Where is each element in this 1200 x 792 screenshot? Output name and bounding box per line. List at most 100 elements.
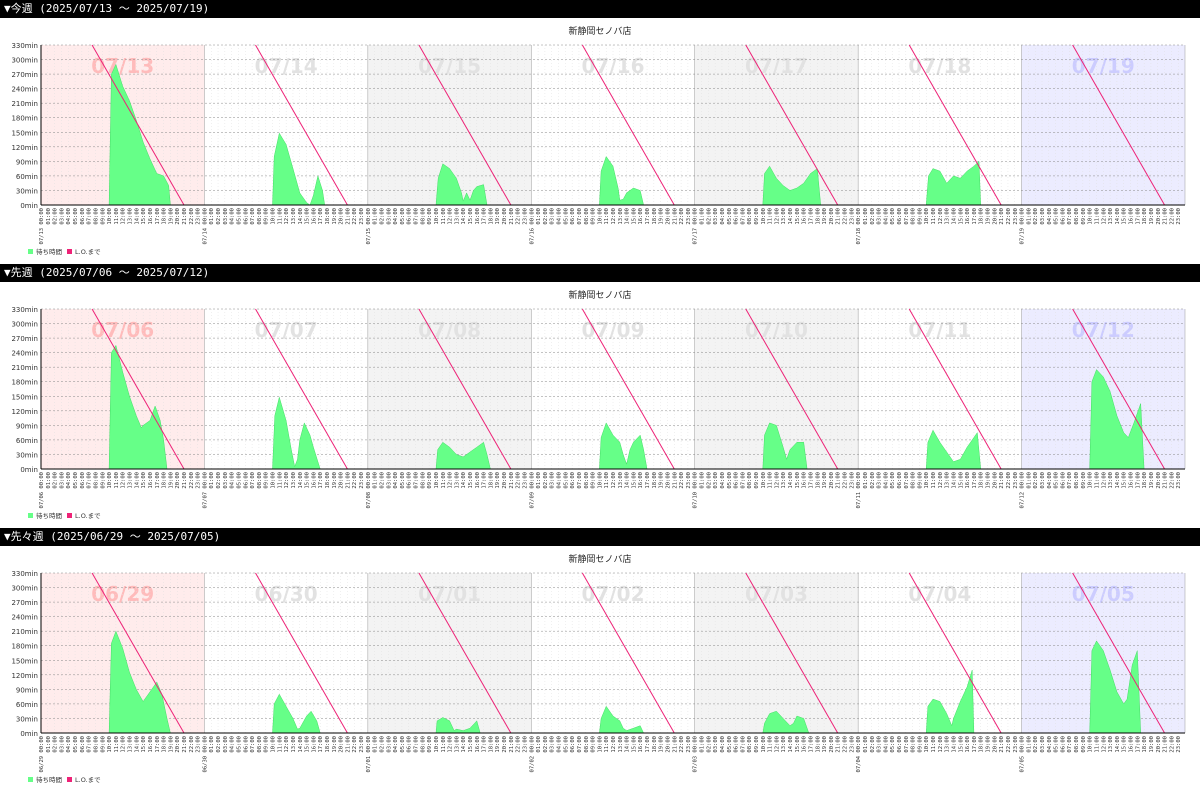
x-tick-label: 18:00 [979, 736, 985, 753]
x-tick-label: 16:00 [638, 736, 644, 753]
x-tick-label: 13:00 [945, 208, 951, 225]
x-tick-label: 07:00 [414, 208, 420, 225]
x-tick-label: 16:00 [1129, 472, 1135, 489]
x-tick-label: 15:00 [958, 208, 964, 225]
x-tick-label: 16:00 [311, 736, 317, 753]
x-tick-label: 08:00 [420, 736, 426, 753]
y-tick-label: 150min [11, 129, 38, 137]
x-tick-label: 20:00 [502, 736, 508, 753]
x-tick-label: 21:00 [672, 472, 678, 489]
lo-limit-line [1072, 572, 1166, 734]
x-tick-label: 10:00 [434, 472, 440, 489]
x-tick-label: 02:00 [1033, 208, 1039, 225]
x-tick-label: 08:00 [257, 472, 263, 489]
x-tick-label: 16:00 [638, 472, 644, 489]
x-tick-label: 11:00 [1095, 736, 1101, 753]
x-tick-label: 12:00 [938, 208, 944, 225]
x-tick-label: 21:00 [509, 472, 515, 489]
y-tick-label: 0min [20, 466, 38, 474]
x-tick-label: 06:00 [407, 472, 413, 489]
x-tick-label: 16:00 [311, 208, 317, 225]
x-tick-label: 10:00 [924, 208, 930, 225]
x-tick-label: 12:00 [284, 736, 290, 753]
x-tick-label: 14:00 [134, 736, 140, 753]
x-tick-label: 07:00 [87, 208, 93, 225]
x-tick-label: 12:00 [611, 736, 617, 753]
lo-limit-line [908, 572, 1002, 734]
x-tick-label: 11:00 [114, 472, 120, 489]
x-tick-label: 09:00 [427, 736, 433, 753]
x-tick-label: 21:00 [345, 208, 351, 225]
chart-title: 新静岡セノバ店 [568, 25, 631, 37]
x-tick-label: 13:00 [781, 208, 787, 225]
x-tick-label: 18:00 [652, 208, 658, 225]
y-tick-label: 240min [11, 614, 38, 622]
x-tick-label: 05:00 [727, 736, 733, 753]
x-tick-label: 23:00 [523, 736, 529, 753]
lo-limit-line [581, 308, 675, 470]
x-tick-label: 22:00 [843, 736, 849, 753]
x-tick-label: 22:00 [352, 736, 358, 753]
x-tick-label: 08:00 [584, 472, 590, 489]
x-tick-label: 18:00 [325, 472, 331, 489]
x-tick-labels: 07/06 00:00 01:00 02:00 03:00 04:00 05:00 06:0… [39, 472, 1182, 508]
x-tick-label: 02:00 [216, 208, 222, 225]
x-tick-label: 05:00 [237, 208, 243, 225]
legend-swatch-lo [67, 513, 72, 518]
x-tick-label: 09:00 [917, 736, 923, 753]
x-tick-label: 09:00 [591, 736, 597, 753]
x-tick-label: 02:00 [1033, 472, 1039, 489]
x-tick-label: 04:00 [230, 736, 236, 753]
x-tick-label: 05:00 [1054, 208, 1060, 225]
x-tick-label: 23:00 [1176, 208, 1182, 225]
x-tick-label: 16:00 [802, 208, 808, 225]
lo-limit-line [91, 44, 185, 206]
x-tick-labels: 06/29 00:00 01:00 02:00 03:00 04:00 05:00 06:0… [39, 736, 1182, 772]
x-tick-label: 07:00 [250, 472, 256, 489]
x-tick-label: 21:00 [672, 736, 678, 753]
x-tick-label: 13:00 [781, 736, 787, 753]
x-tick-label: 02:00 [216, 736, 222, 753]
x-tick-label: 04:00 [66, 208, 72, 225]
x-tick-label: 01:00 [209, 736, 215, 753]
x-tick-label: 22:00 [516, 208, 522, 225]
x-tick-label: 06:00 [734, 208, 740, 225]
x-tick-label: 02:00 [53, 208, 59, 225]
x-tick-label: 13:00 [618, 736, 624, 753]
y-tick-label: 210min [11, 364, 38, 372]
y-tick-label: 300min [11, 585, 38, 593]
x-tick-label: 14:00 [298, 472, 304, 489]
x-tick-label: 20:00 [829, 472, 835, 489]
wait-time-area [762, 165, 821, 206]
x-tick-label: 02:00 [380, 736, 386, 753]
x-tick-label: 20:00 [829, 736, 835, 753]
x-tick-label: 05:00 [1054, 472, 1060, 489]
x-tick-label: 20:00 [339, 736, 345, 753]
wait-time-chart: 新静岡セノバ店 06/29 06/30 07/01 07/02 07/03 07/04 07/… [0, 546, 1200, 792]
x-tick-label: 10:00 [107, 208, 113, 225]
x-tick-label: 09:00 [264, 472, 270, 489]
x-tick-label: 11:00 [768, 472, 774, 489]
legend-swatch-lo [67, 249, 72, 254]
x-tick-label: 04:00 [393, 472, 399, 489]
x-tick-label: 13:00 [454, 208, 460, 225]
x-tick-label: 18:00 [1142, 736, 1148, 753]
x-tick-label: 20:00 [666, 208, 672, 225]
x-tick-label: 13:00 [945, 472, 951, 489]
week-section-last-week: ▼先週 (2025/07/06 〜 2025/07/12) 新静岡セノバ店 07/… [0, 264, 1200, 528]
x-tick-label: 03:00 [386, 472, 392, 489]
x-tick-label: 03:00 [59, 736, 65, 753]
x-tick-label: 22:00 [189, 736, 195, 753]
x-tick-label: 07/08 00:00 [366, 472, 372, 508]
x-tick-label: 17:00 [318, 472, 324, 489]
x-tick-label: 15:00 [631, 736, 637, 753]
x-tick-label: 01:00 [863, 472, 869, 489]
x-tick-label: 07:00 [414, 472, 420, 489]
x-tick-label: 01:00 [373, 208, 379, 225]
x-tick-label: 20:00 [502, 208, 508, 225]
x-tick-label: 07:00 [577, 472, 583, 489]
x-tick-label: 10:00 [1088, 208, 1094, 225]
x-tick-label: 13:00 [1108, 472, 1114, 489]
x-tick-label: 12:00 [1101, 736, 1107, 753]
